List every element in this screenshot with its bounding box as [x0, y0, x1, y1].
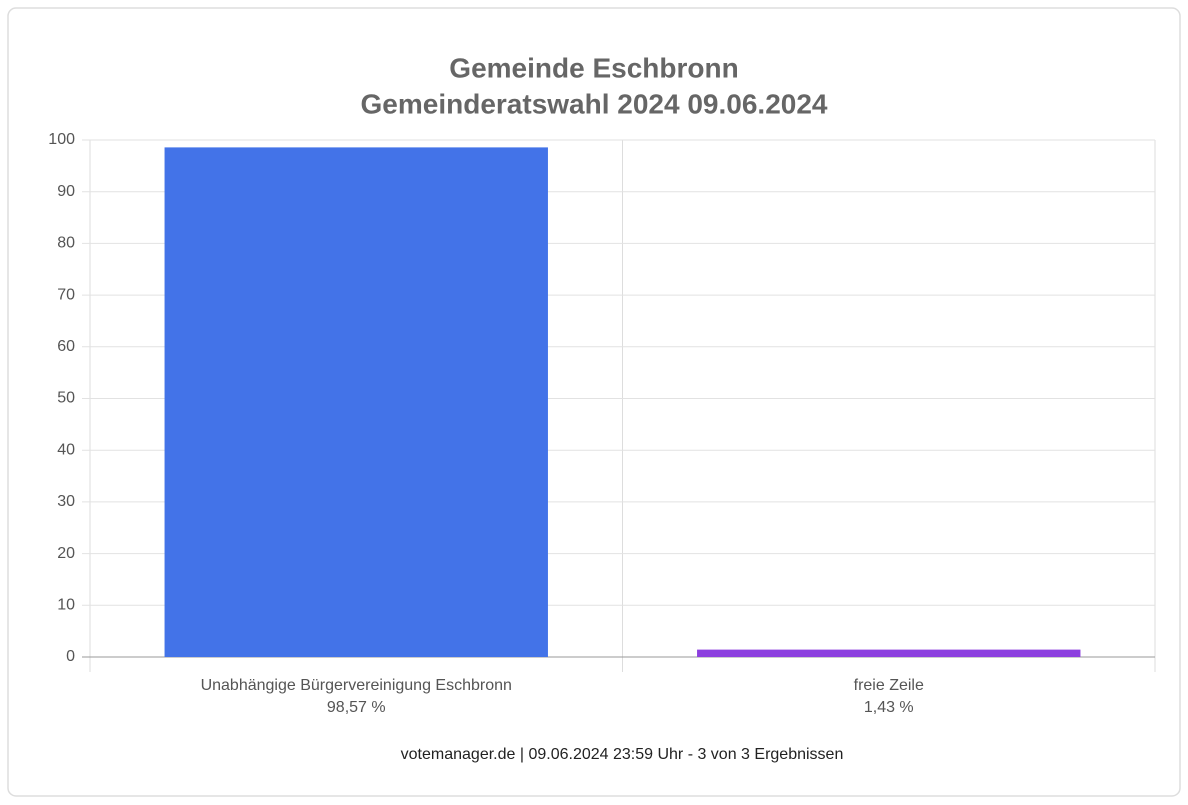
y-tick-label: 60 [57, 338, 75, 355]
y-tick-label: 50 [57, 390, 75, 407]
y-tick-label: 80 [57, 235, 75, 252]
value-label: 98,57 % [327, 699, 386, 716]
x-tick-label: Unabhängige Bürgervereinigung Eschbronn [201, 677, 512, 694]
bar [164, 147, 548, 657]
y-tick-label: 10 [57, 597, 75, 614]
y-tick-label: 70 [57, 286, 75, 303]
y-tick-label: 20 [57, 545, 75, 562]
chart-title: Gemeinde Eschbronn [449, 52, 738, 83]
y-tick-label: 40 [57, 441, 75, 458]
value-label: 1,43 % [864, 699, 914, 716]
y-tick-label: 100 [48, 131, 75, 148]
y-tick-label: 0 [66, 648, 75, 665]
x-tick-label: freie Zeile [854, 677, 924, 694]
bar [697, 649, 1081, 657]
y-tick-label: 30 [57, 493, 75, 510]
source-note: votemanager.de | 09.06.2024 23:59 Uhr - … [401, 746, 844, 763]
chart-subtitle: Gemeinderatswahl 2024 09.06.2024 [361, 88, 828, 119]
y-tick-label: 90 [57, 183, 75, 200]
